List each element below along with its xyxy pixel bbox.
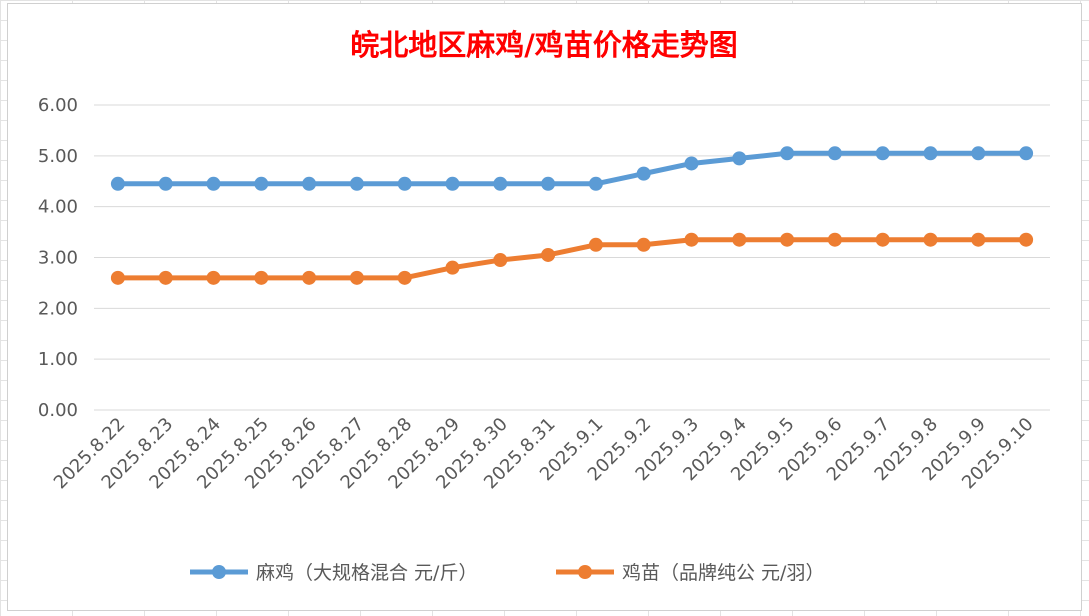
- data-point[interactable]: [684, 232, 699, 247]
- data-point[interactable]: [732, 151, 747, 166]
- x-axis-ticks: 2025.8.222025.8.232025.8.242025.8.252025…: [50, 414, 1038, 494]
- data-point[interactable]: [445, 176, 460, 191]
- data-point[interactable]: [875, 146, 890, 161]
- data-point[interactable]: [732, 232, 747, 247]
- data-point[interactable]: [780, 232, 795, 247]
- series-line: [115, 150, 1029, 187]
- data-point[interactable]: [493, 253, 508, 268]
- data-point[interactable]: [875, 232, 890, 247]
- data-point[interactable]: [971, 146, 986, 161]
- data-point[interactable]: [541, 247, 556, 262]
- data-point[interactable]: [206, 270, 221, 285]
- data-point[interactable]: [541, 176, 556, 191]
- data-point[interactable]: [827, 146, 842, 161]
- data-point[interactable]: [254, 176, 269, 191]
- data-point[interactable]: [349, 270, 364, 285]
- legend-marker: [212, 565, 226, 579]
- y-tick-label: 1.00: [38, 349, 78, 370]
- data-point[interactable]: [110, 270, 125, 285]
- legend: 麻鸡（大规格混合 元/斤） 鸡苗（品牌纯公 元/羽）: [190, 562, 824, 584]
- data-point[interactable]: [158, 270, 173, 285]
- data-point[interactable]: [1019, 146, 1034, 161]
- data-point[interactable]: [827, 232, 842, 247]
- data-point[interactable]: [349, 176, 364, 191]
- chart-title: 皖北地区麻鸡/鸡苗价格走势图: [350, 28, 738, 62]
- data-point[interactable]: [636, 166, 651, 181]
- data-point[interactable]: [684, 156, 699, 171]
- data-point[interactable]: [302, 270, 317, 285]
- y-tick-label: 2.00: [38, 298, 78, 319]
- chart-frame[interactable]: [7, 3, 1082, 611]
- data-point[interactable]: [923, 232, 938, 247]
- data-point[interactable]: [397, 176, 412, 191]
- legend-label: 鸡苗（品牌纯公 元/羽）: [622, 562, 824, 584]
- series-1: [110, 146, 1034, 191]
- legend-marker: [578, 565, 592, 579]
- data-point[interactable]: [588, 176, 603, 191]
- series-line: [115, 237, 1029, 281]
- data-point[interactable]: [923, 146, 938, 161]
- data-point[interactable]: [1019, 232, 1034, 247]
- data-point[interactable]: [397, 270, 412, 285]
- data-point[interactable]: [206, 176, 221, 191]
- data-point[interactable]: [158, 176, 173, 191]
- y-tick-label: 4.00: [38, 197, 78, 218]
- data-point[interactable]: [971, 232, 986, 247]
- y-tick-label: 0.00: [38, 400, 78, 421]
- series-layer: [110, 146, 1034, 285]
- data-point[interactable]: [780, 146, 795, 161]
- data-point[interactable]: [588, 237, 603, 252]
- y-tick-label: 3.00: [38, 248, 78, 269]
- data-point[interactable]: [254, 270, 269, 285]
- series-2: [110, 232, 1034, 285]
- data-point[interactable]: [302, 176, 317, 191]
- data-point[interactable]: [636, 237, 651, 252]
- data-point[interactable]: [445, 260, 460, 275]
- y-axis-ticks: 0.00 1.00 2.00 3.00 4.00 5.00 6.00: [38, 95, 78, 421]
- data-point[interactable]: [493, 176, 508, 191]
- legend-label: 麻鸡（大规格混合 元/斤）: [256, 562, 477, 584]
- data-point[interactable]: [110, 176, 125, 191]
- y-tick-label: 6.00: [38, 95, 78, 116]
- gridlines: [94, 104, 1050, 411]
- y-tick-label: 5.00: [38, 146, 78, 167]
